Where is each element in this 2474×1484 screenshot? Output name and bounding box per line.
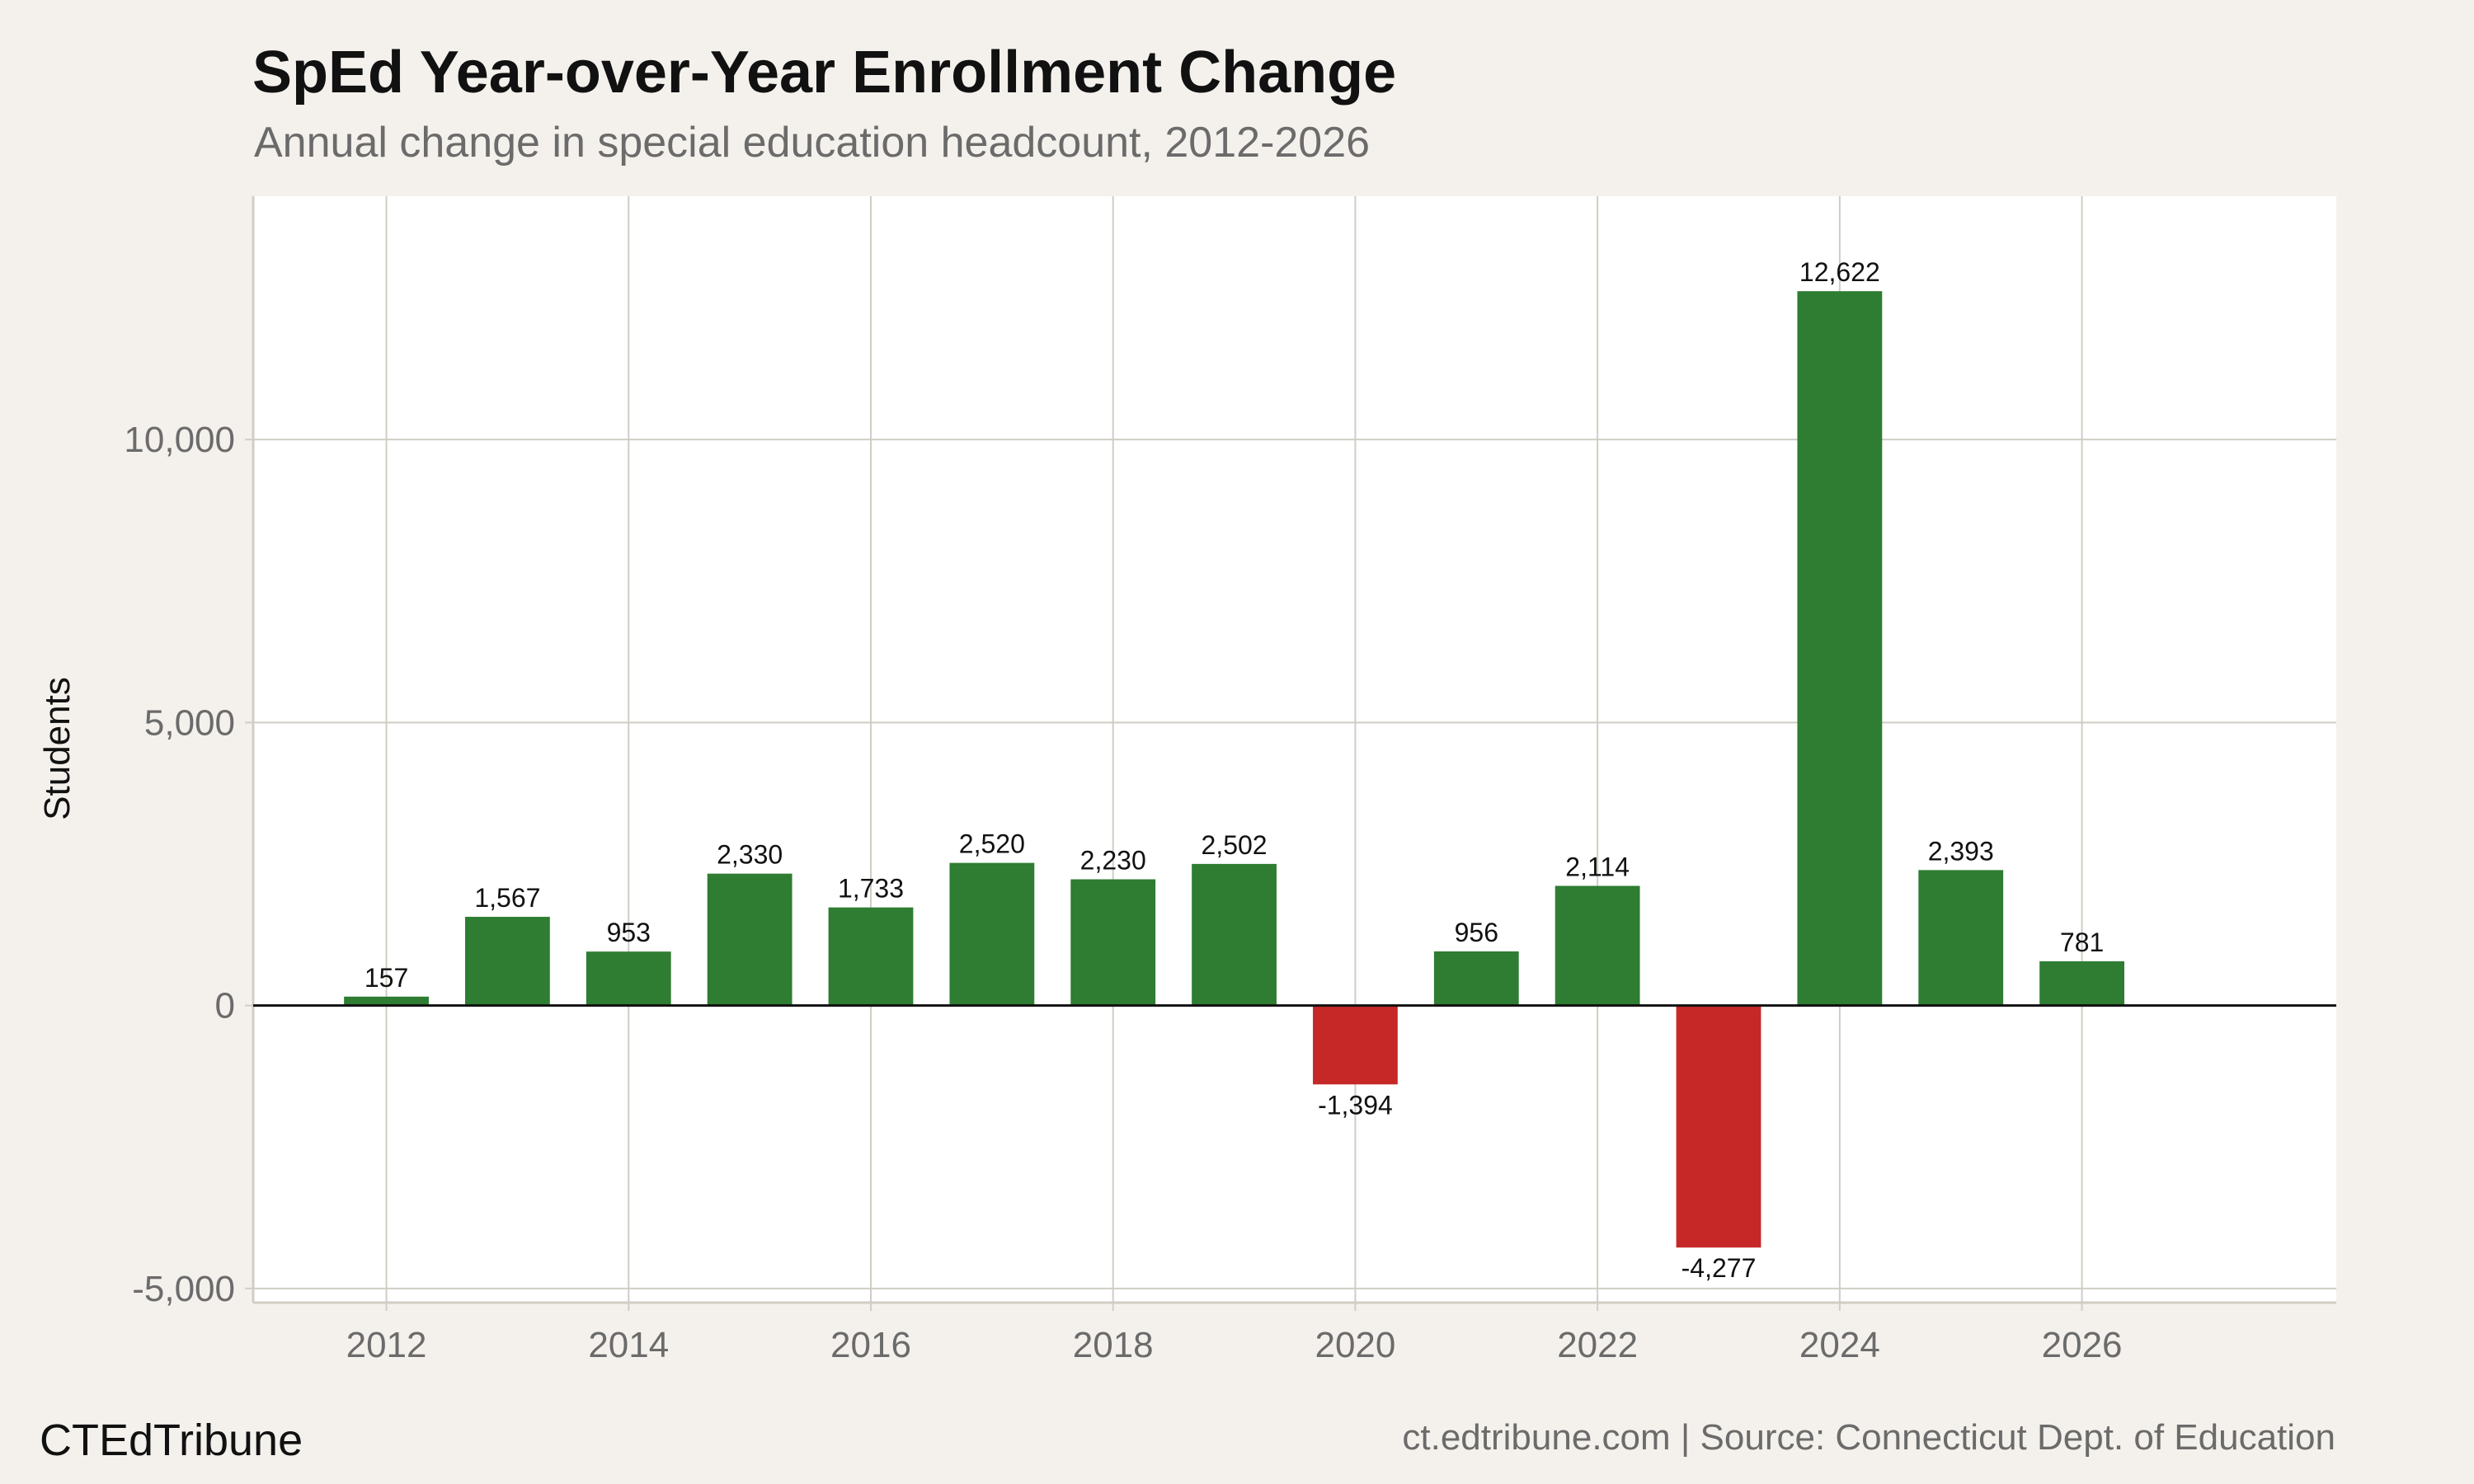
bar-2021	[1433, 951, 1519, 1006]
bar-2020	[1313, 1005, 1398, 1085]
bar-2018	[1070, 879, 1156, 1006]
bar-2012	[344, 996, 429, 1006]
bars	[344, 291, 2124, 1248]
y-axis-label: Students	[37, 677, 78, 820]
bar-2024	[1797, 291, 1883, 1006]
y-tick-label: 10,000	[124, 420, 235, 460]
chart-title: SpEd Year-over-Year Enrollment Change	[252, 40, 1396, 106]
data-label-2014: 953	[607, 918, 651, 947]
data-label-2024: 12,622	[1799, 257, 1880, 287]
bar-2022	[1554, 885, 1640, 1006]
bar-2026	[2039, 961, 2124, 1006]
data-label-2026: 781	[2060, 928, 2104, 957]
data-label-2013: 1,567	[474, 883, 540, 913]
bar-2016	[828, 907, 914, 1006]
x-tick-label: 2016	[830, 1325, 911, 1365]
brand-logo-text: CTEdTribune	[40, 1416, 303, 1465]
chart-subtitle: Annual change in special education headc…	[254, 119, 1370, 167]
data-label-2021: 956	[1455, 918, 1498, 947]
y-tick-label: 5,000	[144, 702, 235, 743]
bar-2015	[707, 873, 793, 1006]
data-label-2012: 157	[365, 963, 408, 993]
data-label-2017: 2,520	[959, 829, 1025, 859]
y-tick-label: -5,000	[132, 1269, 235, 1309]
data-label-2023: -4,277	[1681, 1253, 1757, 1283]
x-tick-label: 2012	[346, 1325, 427, 1365]
data-label-2015: 2,330	[717, 840, 783, 870]
x-tick-label: 2018	[1073, 1325, 1154, 1365]
x-tick-label: 2026	[2042, 1325, 2123, 1365]
bar-2014	[586, 951, 671, 1006]
bar-2025	[1918, 870, 2004, 1006]
y-tick-label: 0	[215, 986, 235, 1026]
data-label-2022: 2,114	[1565, 852, 1630, 882]
data-label-2020: -1,394	[1318, 1090, 1393, 1120]
axes: 2012 2014 2016 2018 2020 2022 2024 2026 -5,000 0 5…	[124, 196, 2336, 1365]
plot-panel	[253, 196, 2336, 1303]
bar-2013	[465, 917, 550, 1006]
data-label-2018: 2,230	[1080, 846, 1146, 876]
data-label-2016: 1,733	[838, 874, 904, 904]
data-labels: 157 1,567 953 2,330 1,733 2,520 2,230 2,502 -1,3…	[365, 257, 2104, 1283]
x-tick-label: 2020	[1315, 1325, 1395, 1365]
x-tick-label: 2014	[588, 1325, 669, 1365]
x-tick-label: 2022	[1557, 1325, 1638, 1365]
data-label-2025: 2,393	[1928, 836, 1994, 866]
source-caption: ct.edtribune.com | Source: Connecticut D…	[1402, 1417, 2335, 1458]
bar-2017	[949, 862, 1035, 1006]
x-tick-label: 2024	[1799, 1325, 1880, 1365]
bar-2019	[1192, 863, 1277, 1006]
bar-2023	[1676, 1005, 1761, 1248]
data-label-2019: 2,502	[1202, 830, 1268, 860]
